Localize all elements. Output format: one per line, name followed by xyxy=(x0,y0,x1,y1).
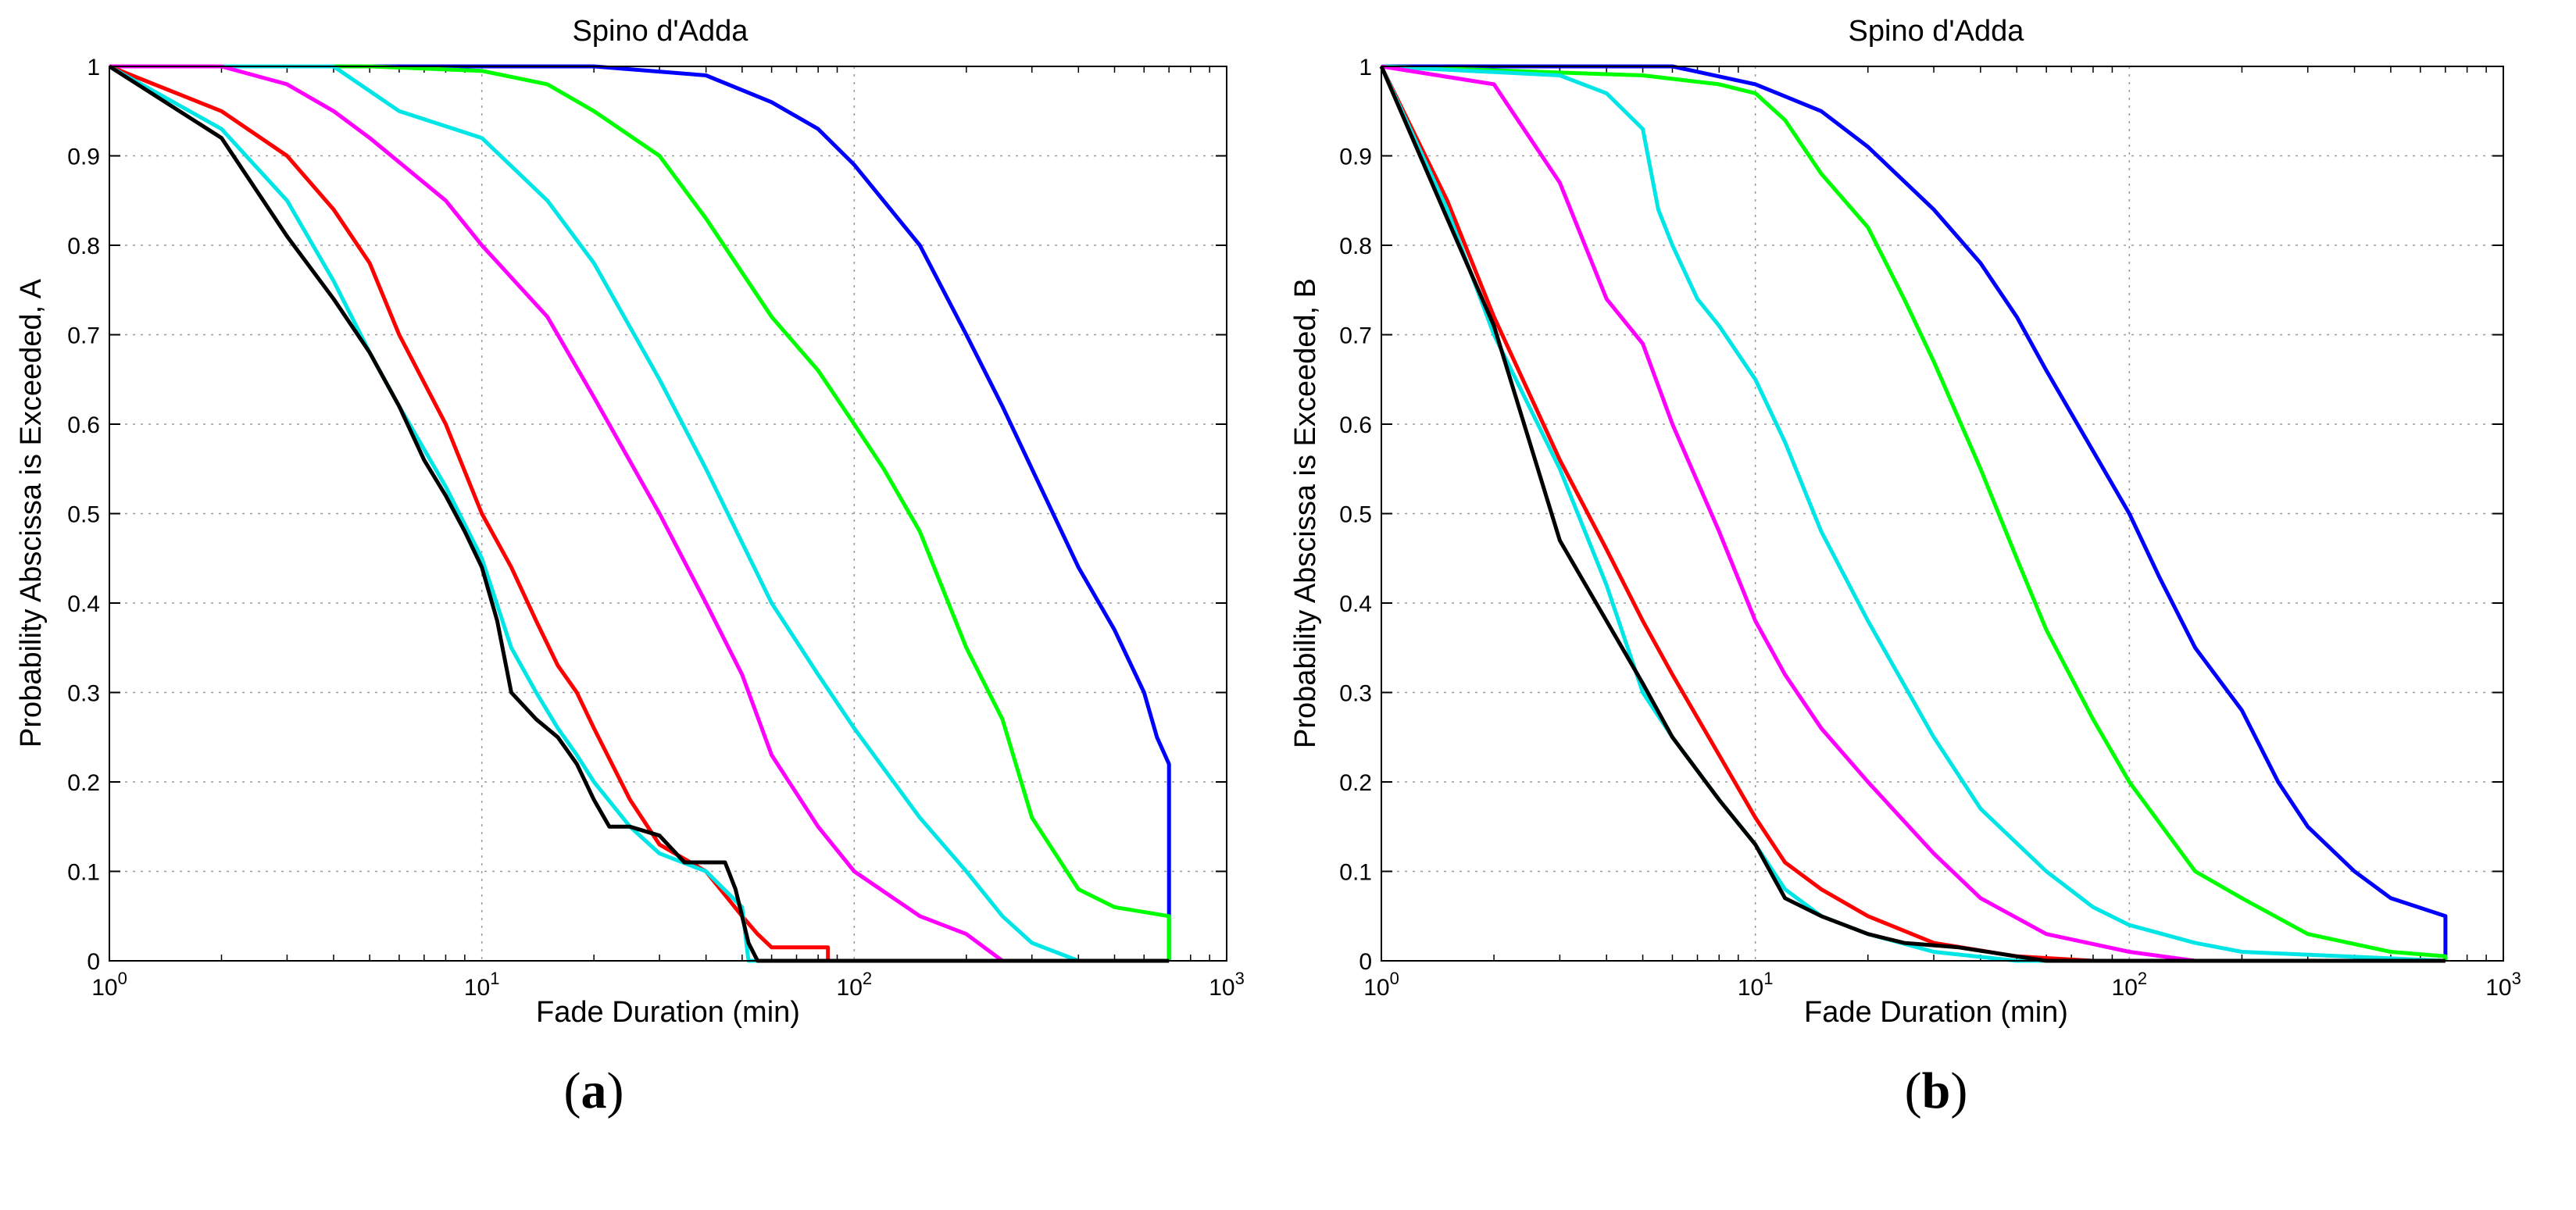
x-tick-labels-a: 100 101 102 103 xyxy=(91,969,1245,1001)
series-line-4 xyxy=(1381,64,2446,963)
y-axis-label-a: Probability Abscissa is Exceeded, A xyxy=(15,278,48,748)
x-axis-label-a: Fade Duration (min) xyxy=(536,996,800,1029)
plot-frame-b xyxy=(1381,66,2504,962)
y-tick-label: 0.8 xyxy=(67,234,100,259)
x-tick-label: 101 xyxy=(1738,969,1774,1001)
x-tick-label: 100 xyxy=(1363,969,1399,1001)
series-layer-a xyxy=(108,64,1171,963)
x-tick-label: 103 xyxy=(2485,969,2521,1001)
chart-panel-b: Spino d'Adda 0 0.1 0.2 0.3 0.4 0.5 0.6 0.7 0.8 0.… xyxy=(1289,15,2521,1119)
series-line-3 xyxy=(109,64,1170,963)
y-tick-label: 0.2 xyxy=(67,770,100,796)
series-line-2 xyxy=(1381,64,2448,961)
y-tick-label: 0.5 xyxy=(67,502,100,528)
series-line-3 xyxy=(1381,64,2446,963)
series-line-7 xyxy=(108,64,1170,963)
y-tick-label: 0 xyxy=(1359,949,1372,975)
y-tick-labels-a: 0 0.1 0.2 0.3 0.4 0.5 0.6 0.7 0.8 0.9 1 xyxy=(67,55,100,975)
series-line-1 xyxy=(109,64,1171,961)
y-tick-label: 0.1 xyxy=(1339,860,1372,886)
grid-a xyxy=(109,66,1227,962)
y-axis-label-b: Probability Abscissa is Exceeded, B xyxy=(1289,278,1322,748)
chart-title-b: Spino d'Adda xyxy=(1849,15,2025,48)
chart-title-a: Spino d'Adda xyxy=(573,15,749,48)
series-line-2 xyxy=(109,64,1171,961)
series-line-5 xyxy=(109,64,1170,963)
series-line-4 xyxy=(109,64,1170,963)
y-tick-label: 0.7 xyxy=(67,323,100,349)
series-line-6 xyxy=(108,64,1170,963)
series-line-7 xyxy=(1379,66,2446,963)
y-tick-labels-b: 0 0.1 0.2 0.3 0.4 0.5 0.6 0.7 0.8 0.9 1 xyxy=(1339,55,1372,975)
x-tick-label: 102 xyxy=(2112,969,2148,1001)
y-tick-label: 0.4 xyxy=(1339,591,1372,617)
y-tick-label: 0.3 xyxy=(67,681,100,707)
panel-caption-b: (b) xyxy=(1905,1062,1968,1119)
chart-panel-a: Spino d'Adda 0 0.1 0.2 0.3 0.4 0.5 0.6 0.7 0.8 0.… xyxy=(15,15,1245,1119)
panel-caption-a: (a) xyxy=(564,1062,624,1119)
y-tick-label: 1 xyxy=(1359,55,1372,80)
x-tick-label: 100 xyxy=(91,969,127,1001)
y-tick-label: 0.6 xyxy=(1339,412,1372,438)
y-tick-label: 1 xyxy=(87,55,100,80)
x-tick-label: 103 xyxy=(1209,969,1245,1001)
x-tick-labels-b: 100 101 102 103 xyxy=(1363,969,2521,1001)
y-tick-label: 0.9 xyxy=(1339,145,1372,170)
y-tick-label: 0.7 xyxy=(1339,323,1372,349)
y-tick-label: 0 xyxy=(87,949,100,975)
y-tick-label: 0.6 xyxy=(67,412,100,438)
y-tick-label: 0.4 xyxy=(67,591,100,617)
plot-frame-a xyxy=(109,66,1227,962)
series-layer-b xyxy=(1379,64,2448,963)
y-tick-label: 0.9 xyxy=(67,145,100,170)
y-tick-label: 0.1 xyxy=(67,860,100,886)
y-tick-label: 0.8 xyxy=(1339,234,1372,259)
series-line-1 xyxy=(1381,64,2448,961)
y-tick-label: 0.3 xyxy=(1339,681,1372,707)
y-tick-label: 0.5 xyxy=(1339,502,1372,528)
y-tick-label: 0.2 xyxy=(1339,770,1372,796)
x-axis-label-b: Fade Duration (min) xyxy=(1804,996,2068,1029)
x-tick-label: 101 xyxy=(464,969,500,1001)
x-tick-label: 102 xyxy=(837,969,873,1001)
